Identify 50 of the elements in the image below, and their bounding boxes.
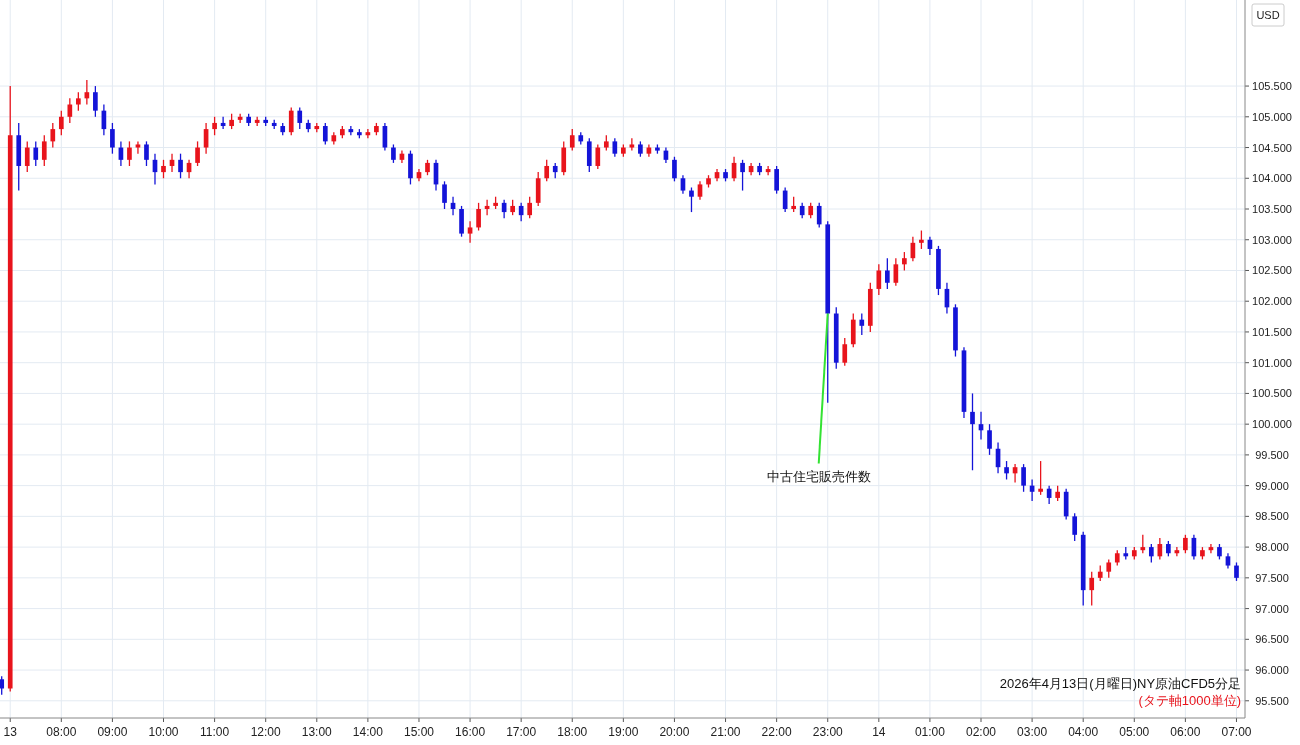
- x-tick-label: 01:00: [914, 725, 946, 739]
- y-tick-label: 97.500: [1255, 571, 1289, 584]
- x-tick-label: 13: [3, 725, 18, 739]
- x-tick-label: 19:00: [608, 725, 639, 739]
- x-tick-label: 09:00: [97, 725, 128, 739]
- x-tick-label: 15:00: [403, 725, 435, 739]
- annotation: 2026年4月13日(月曜日)NY原油CFD5分足: [999, 676, 1241, 691]
- x-tick-label: 08:00: [46, 725, 77, 739]
- y-tick-label: 101.000: [1252, 356, 1292, 369]
- y-tick-label: 103.500: [1252, 203, 1292, 216]
- x-tick-label: 22:00: [761, 725, 792, 739]
- x-tick-label: 16:00: [455, 725, 486, 739]
- x-tick-label: 06:00: [1170, 725, 1201, 739]
- x-tick-label: 04:00: [1068, 725, 1099, 739]
- x-tick-label: 13:00: [301, 725, 333, 739]
- annotation: (タテ軸1000単位): [1138, 693, 1241, 708]
- x-tick-label: 07:00: [1221, 725, 1252, 739]
- x-tick-label: 14:00: [352, 725, 384, 739]
- y-tick-label: 102.000: [1252, 295, 1292, 308]
- y-tick-label: 105.000: [1252, 110, 1292, 123]
- x-tick-label: 23:00: [812, 725, 844, 739]
- x-tick-label: 14: [872, 725, 886, 739]
- x-tick-label: 02:00: [966, 725, 997, 739]
- y-tick-label: 100.000: [1252, 418, 1292, 431]
- x-tick-label: 11:00: [200, 725, 230, 739]
- y-tick-label: 103.000: [1252, 233, 1292, 246]
- x-tick-label: 05:00: [1119, 725, 1150, 739]
- y-tick-label: 98.000: [1255, 541, 1289, 554]
- y-tick-label: 96.500: [1255, 633, 1289, 646]
- y-tick-label: 96.000: [1255, 664, 1289, 677]
- y-tick-label: 104.000: [1252, 172, 1292, 185]
- y-tick-label: 99.500: [1255, 448, 1289, 461]
- y-tick-label: 98.500: [1255, 510, 1289, 523]
- y-tick-label: 105.500: [1252, 80, 1292, 93]
- y-tick-label: 99.000: [1255, 479, 1289, 492]
- x-tick-label: 10:00: [148, 725, 179, 739]
- y-tick-label: 104.500: [1252, 141, 1292, 154]
- x-tick-label: 18:00: [557, 725, 588, 739]
- annotation: 中古住宅販売件数: [766, 468, 871, 484]
- y-tick-label: 95.500: [1255, 694, 1289, 707]
- x-tick-label: 12:00: [250, 725, 282, 739]
- y-tick-label: 97.000: [1255, 602, 1289, 615]
- x-tick-label: 03:00: [1017, 725, 1048, 739]
- y-tick-label: 100.500: [1252, 387, 1292, 400]
- x-tick-label: 20:00: [659, 725, 690, 739]
- y-tick-label: 102.500: [1252, 264, 1292, 277]
- x-tick-label: 17:00: [506, 725, 537, 739]
- y-axis-title: USD: [1256, 9, 1280, 21]
- y-tick-label: 101.500: [1252, 325, 1292, 338]
- x-tick-label: 21:00: [710, 725, 741, 739]
